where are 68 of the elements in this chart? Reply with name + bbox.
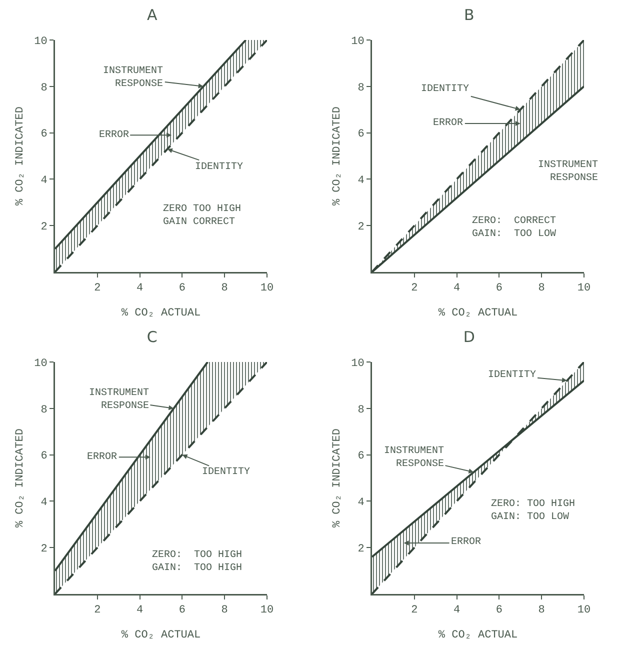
y-axis-title: % CO₂ INDICATED <box>14 106 26 206</box>
annotation: IDENTITY <box>421 84 470 95</box>
y-tick-label: 8 <box>358 404 364 416</box>
y-tick-label: 4 <box>40 175 48 188</box>
x-tick-label: 2 <box>411 282 418 295</box>
chart-title: A <box>147 6 158 24</box>
x-tick-label: 6 <box>178 604 186 617</box>
x-tick-label: 4 <box>453 604 460 617</box>
x-tick-label: 6 <box>496 282 503 295</box>
annotation: IDENTITY <box>195 162 244 173</box>
x-tick-label: 2 <box>411 604 418 617</box>
y-tick-label: 2 <box>358 543 364 556</box>
x-tick-label: 8 <box>538 604 545 617</box>
annotation: IDENTITY <box>202 467 250 478</box>
x-axis-title: % CO₂ ACTUAL <box>438 630 518 642</box>
x-tick-label: 10 <box>260 282 274 295</box>
y-tick-label: 6 <box>40 450 48 463</box>
annotation: ZERO: CORRECT GAIN: TOO LOW <box>472 216 556 240</box>
x-tick-label: 10 <box>260 604 274 617</box>
x-axis-title: % CO₂ ACTUAL <box>121 308 201 320</box>
x-axis-title: % CO₂ ACTUAL <box>438 308 518 320</box>
x-tick-label: 4 <box>453 282 460 295</box>
x-tick-label: 10 <box>577 282 591 295</box>
y-axis-title: % CO₂ INDICATED <box>332 428 344 528</box>
y-tick-label: 6 <box>358 128 364 141</box>
chart-title: D <box>463 328 475 346</box>
annotation: ZERO: TOO HIGH GAIN: TOO LOW <box>491 499 576 523</box>
chart-title: B <box>464 6 474 24</box>
annotation: INSTRUMENT RESPONSE <box>538 160 598 184</box>
annotation: INSTRUMENT RESPONSE <box>103 66 164 90</box>
x-tick-label: 8 <box>221 604 228 617</box>
y-tick-label: 4 <box>358 497 365 510</box>
annotation: ZERO: TOO HIGH GAIN: TOO HIGH <box>152 550 242 574</box>
annotation: IDENTITY <box>488 370 536 381</box>
annotation: INSTRUMENT RESPONSE <box>384 446 444 470</box>
x-tick-label: 10 <box>577 604 591 617</box>
chart-title: C <box>146 328 158 346</box>
x-tick-label: 4 <box>136 282 144 295</box>
y-tick-label: 10 <box>34 36 48 48</box>
annotation: INSTRUMENT RESPONSE <box>89 388 150 412</box>
y-tick-label: 2 <box>40 543 48 556</box>
annotation: ERROR <box>451 537 482 548</box>
x-tick-label: 8 <box>538 282 545 295</box>
y-tick-label: 6 <box>358 450 364 463</box>
x-tick-label: 6 <box>178 282 186 295</box>
x-tick-label: 2 <box>94 282 101 295</box>
y-tick-label: 6 <box>40 128 48 141</box>
annotation: ZERO TOO HIGH GAIN CORRECT <box>163 204 242 228</box>
y-tick-label: 4 <box>40 497 48 510</box>
y-tick-label: 8 <box>40 404 48 416</box>
annotation: ERROR <box>87 452 118 463</box>
x-tick-label: 8 <box>221 282 228 295</box>
x-tick-label: 4 <box>136 604 144 617</box>
y-tick-label: 2 <box>40 221 48 234</box>
y-tick-label: 2 <box>358 221 364 234</box>
y-axis-title: % CO₂ INDICATED <box>14 428 26 528</box>
y-tick-label: 4 <box>358 175 365 188</box>
y-tick-label: 10 <box>351 358 364 370</box>
x-tick-label: 6 <box>496 604 503 617</box>
annotation: ERROR <box>433 118 464 129</box>
y-tick-label: 10 <box>34 358 48 370</box>
x-tick-label: 2 <box>94 604 101 617</box>
y-tick-label: 10 <box>351 36 364 48</box>
y-tick-label: 8 <box>358 82 364 94</box>
y-axis-title: % CO₂ INDICATED <box>332 106 344 206</box>
annotation: ERROR <box>99 130 130 141</box>
x-axis-title: % CO₂ ACTUAL <box>121 630 201 642</box>
y-tick-label: 8 <box>40 82 48 94</box>
